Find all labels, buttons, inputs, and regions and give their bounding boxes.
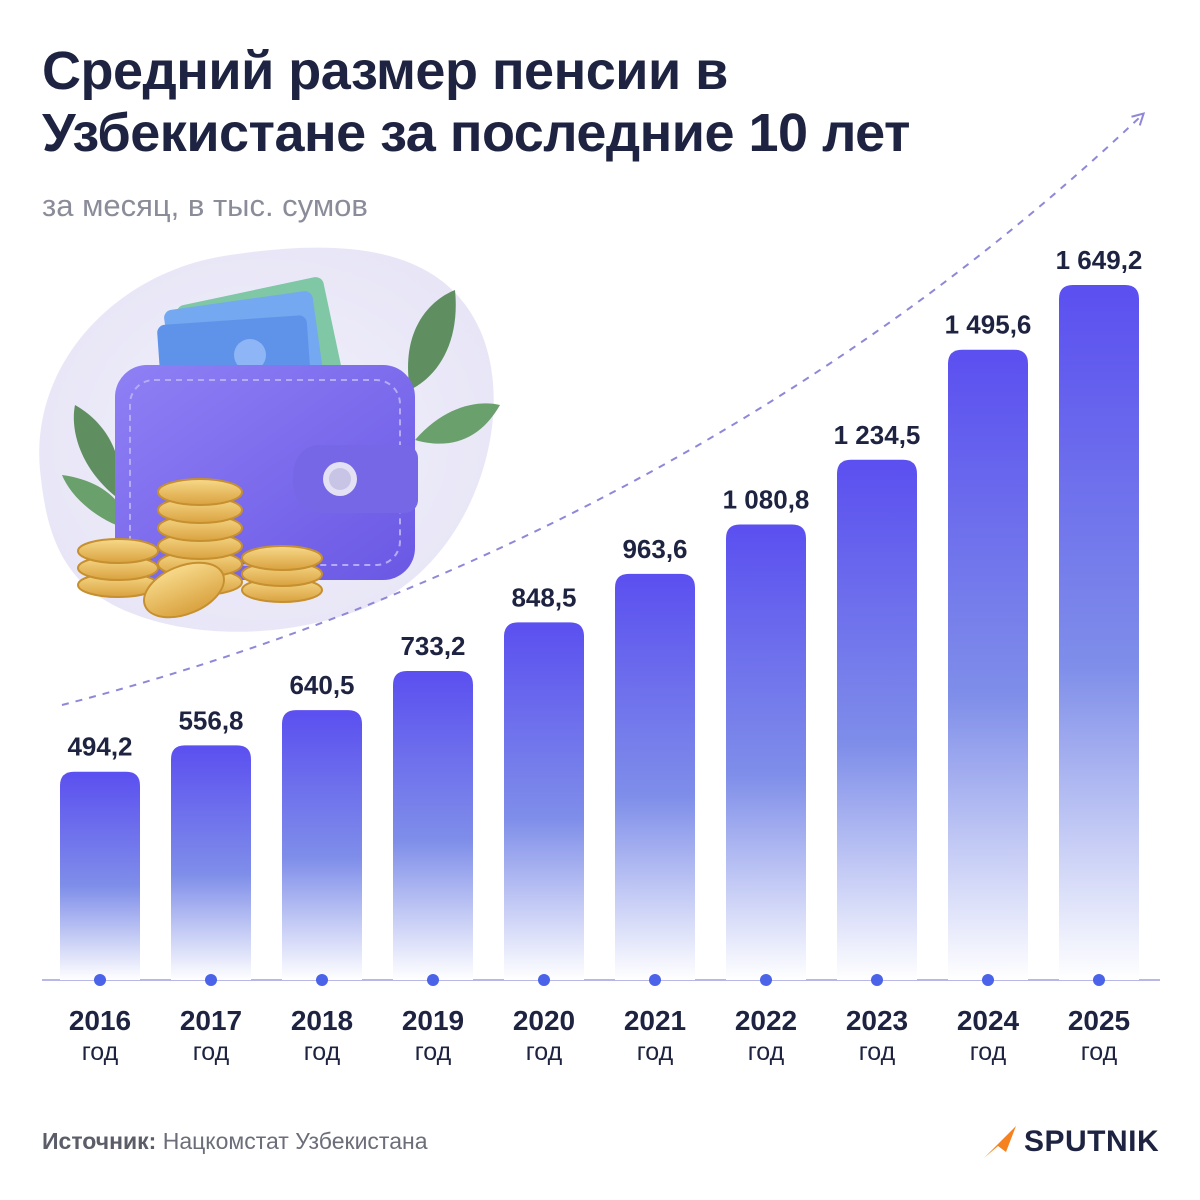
value-label-2022: 1 080,8: [723, 485, 810, 515]
x-tick-suffix-2020: год: [526, 1038, 563, 1066]
axis-dot-2022: [760, 974, 772, 986]
wallet-with-coins-icon: [39, 247, 500, 632]
axis-dot-2016: [94, 974, 106, 986]
x-tick-label-2017: 2017: [180, 1005, 242, 1036]
source-text: Нацкомстат Узбекистана: [162, 1128, 428, 1154]
axis-dot-2024: [982, 974, 994, 986]
bar-2016: [60, 771, 140, 980]
x-tick-suffix-2022: год: [748, 1038, 785, 1066]
chart-subtitle: за месяц, в тыс. сумов: [42, 188, 368, 223]
page-title: Средний размер пенсии в Узбекистане за п…: [42, 41, 910, 163]
x-tick-label-2023: 2023: [846, 1005, 908, 1036]
x-tick-label-2019: 2019: [402, 1005, 464, 1036]
value-label-2016: 494,2: [67, 732, 132, 762]
x-tick-suffix-2016: год: [82, 1038, 119, 1066]
brand-name: SPUTNIK: [1024, 1125, 1160, 1158]
x-tick-suffix-2021: год: [637, 1038, 674, 1066]
value-label-2024: 1 495,6: [945, 310, 1032, 340]
x-tick-suffix-2017: год: [193, 1038, 230, 1066]
x-tick-suffix-2018: год: [304, 1038, 341, 1066]
value-label-2025: 1 649,2: [1056, 245, 1143, 275]
bar-2019: [393, 671, 473, 980]
bar-2021: [615, 573, 695, 980]
axis-dot-2017: [205, 974, 217, 986]
x-tick-label-2022: 2022: [735, 1005, 797, 1036]
value-label-2021: 963,6: [622, 534, 687, 564]
value-label-2023: 1 234,5: [834, 420, 921, 450]
bar-2025: [1059, 285, 1139, 980]
bar-2022: [726, 524, 806, 980]
value-label-2019: 733,2: [400, 631, 465, 661]
axis-dot-2021: [649, 974, 661, 986]
x-tick-suffix-2025: год: [1081, 1038, 1118, 1066]
value-label-2017: 556,8: [178, 705, 243, 735]
x-tick-suffix-2023: год: [859, 1038, 896, 1066]
x-tick-label-2016: 2016: [69, 1005, 131, 1036]
value-label-2018: 640,5: [289, 670, 354, 700]
bar-2018: [282, 710, 362, 980]
source-label: Источник:: [42, 1128, 157, 1154]
source-note: Источник: Нацкомстат Узбекистана: [42, 1128, 428, 1155]
bar-2020: [504, 622, 584, 980]
value-label-2020: 848,5: [511, 582, 576, 612]
bar-2017: [171, 745, 251, 980]
x-tick-label-2024: 2024: [957, 1005, 1020, 1036]
axis-dot-2023: [871, 974, 883, 986]
x-tick-label-2025: 2025: [1068, 1005, 1130, 1036]
x-tick-label-2020: 2020: [513, 1005, 575, 1036]
x-tick-suffix-2019: год: [415, 1038, 452, 1066]
x-tick-suffix-2024: год: [970, 1038, 1007, 1066]
axis-dot-2025: [1093, 974, 1105, 986]
axis-dot-2018: [316, 974, 328, 986]
sputnik-logo-icon: [984, 1126, 1016, 1158]
x-tick-label-2021: 2021: [624, 1005, 686, 1036]
sputnik-logo: SPUTNIK: [982, 1122, 1159, 1162]
bar-2024: [948, 349, 1028, 980]
trend-arrow: [61, 117, 1140, 706]
x-tick-label-2018: 2018: [291, 1005, 353, 1036]
bar-2023: [837, 459, 917, 980]
axis-dot-2019: [427, 974, 439, 986]
axis-dot-2020: [538, 974, 550, 986]
